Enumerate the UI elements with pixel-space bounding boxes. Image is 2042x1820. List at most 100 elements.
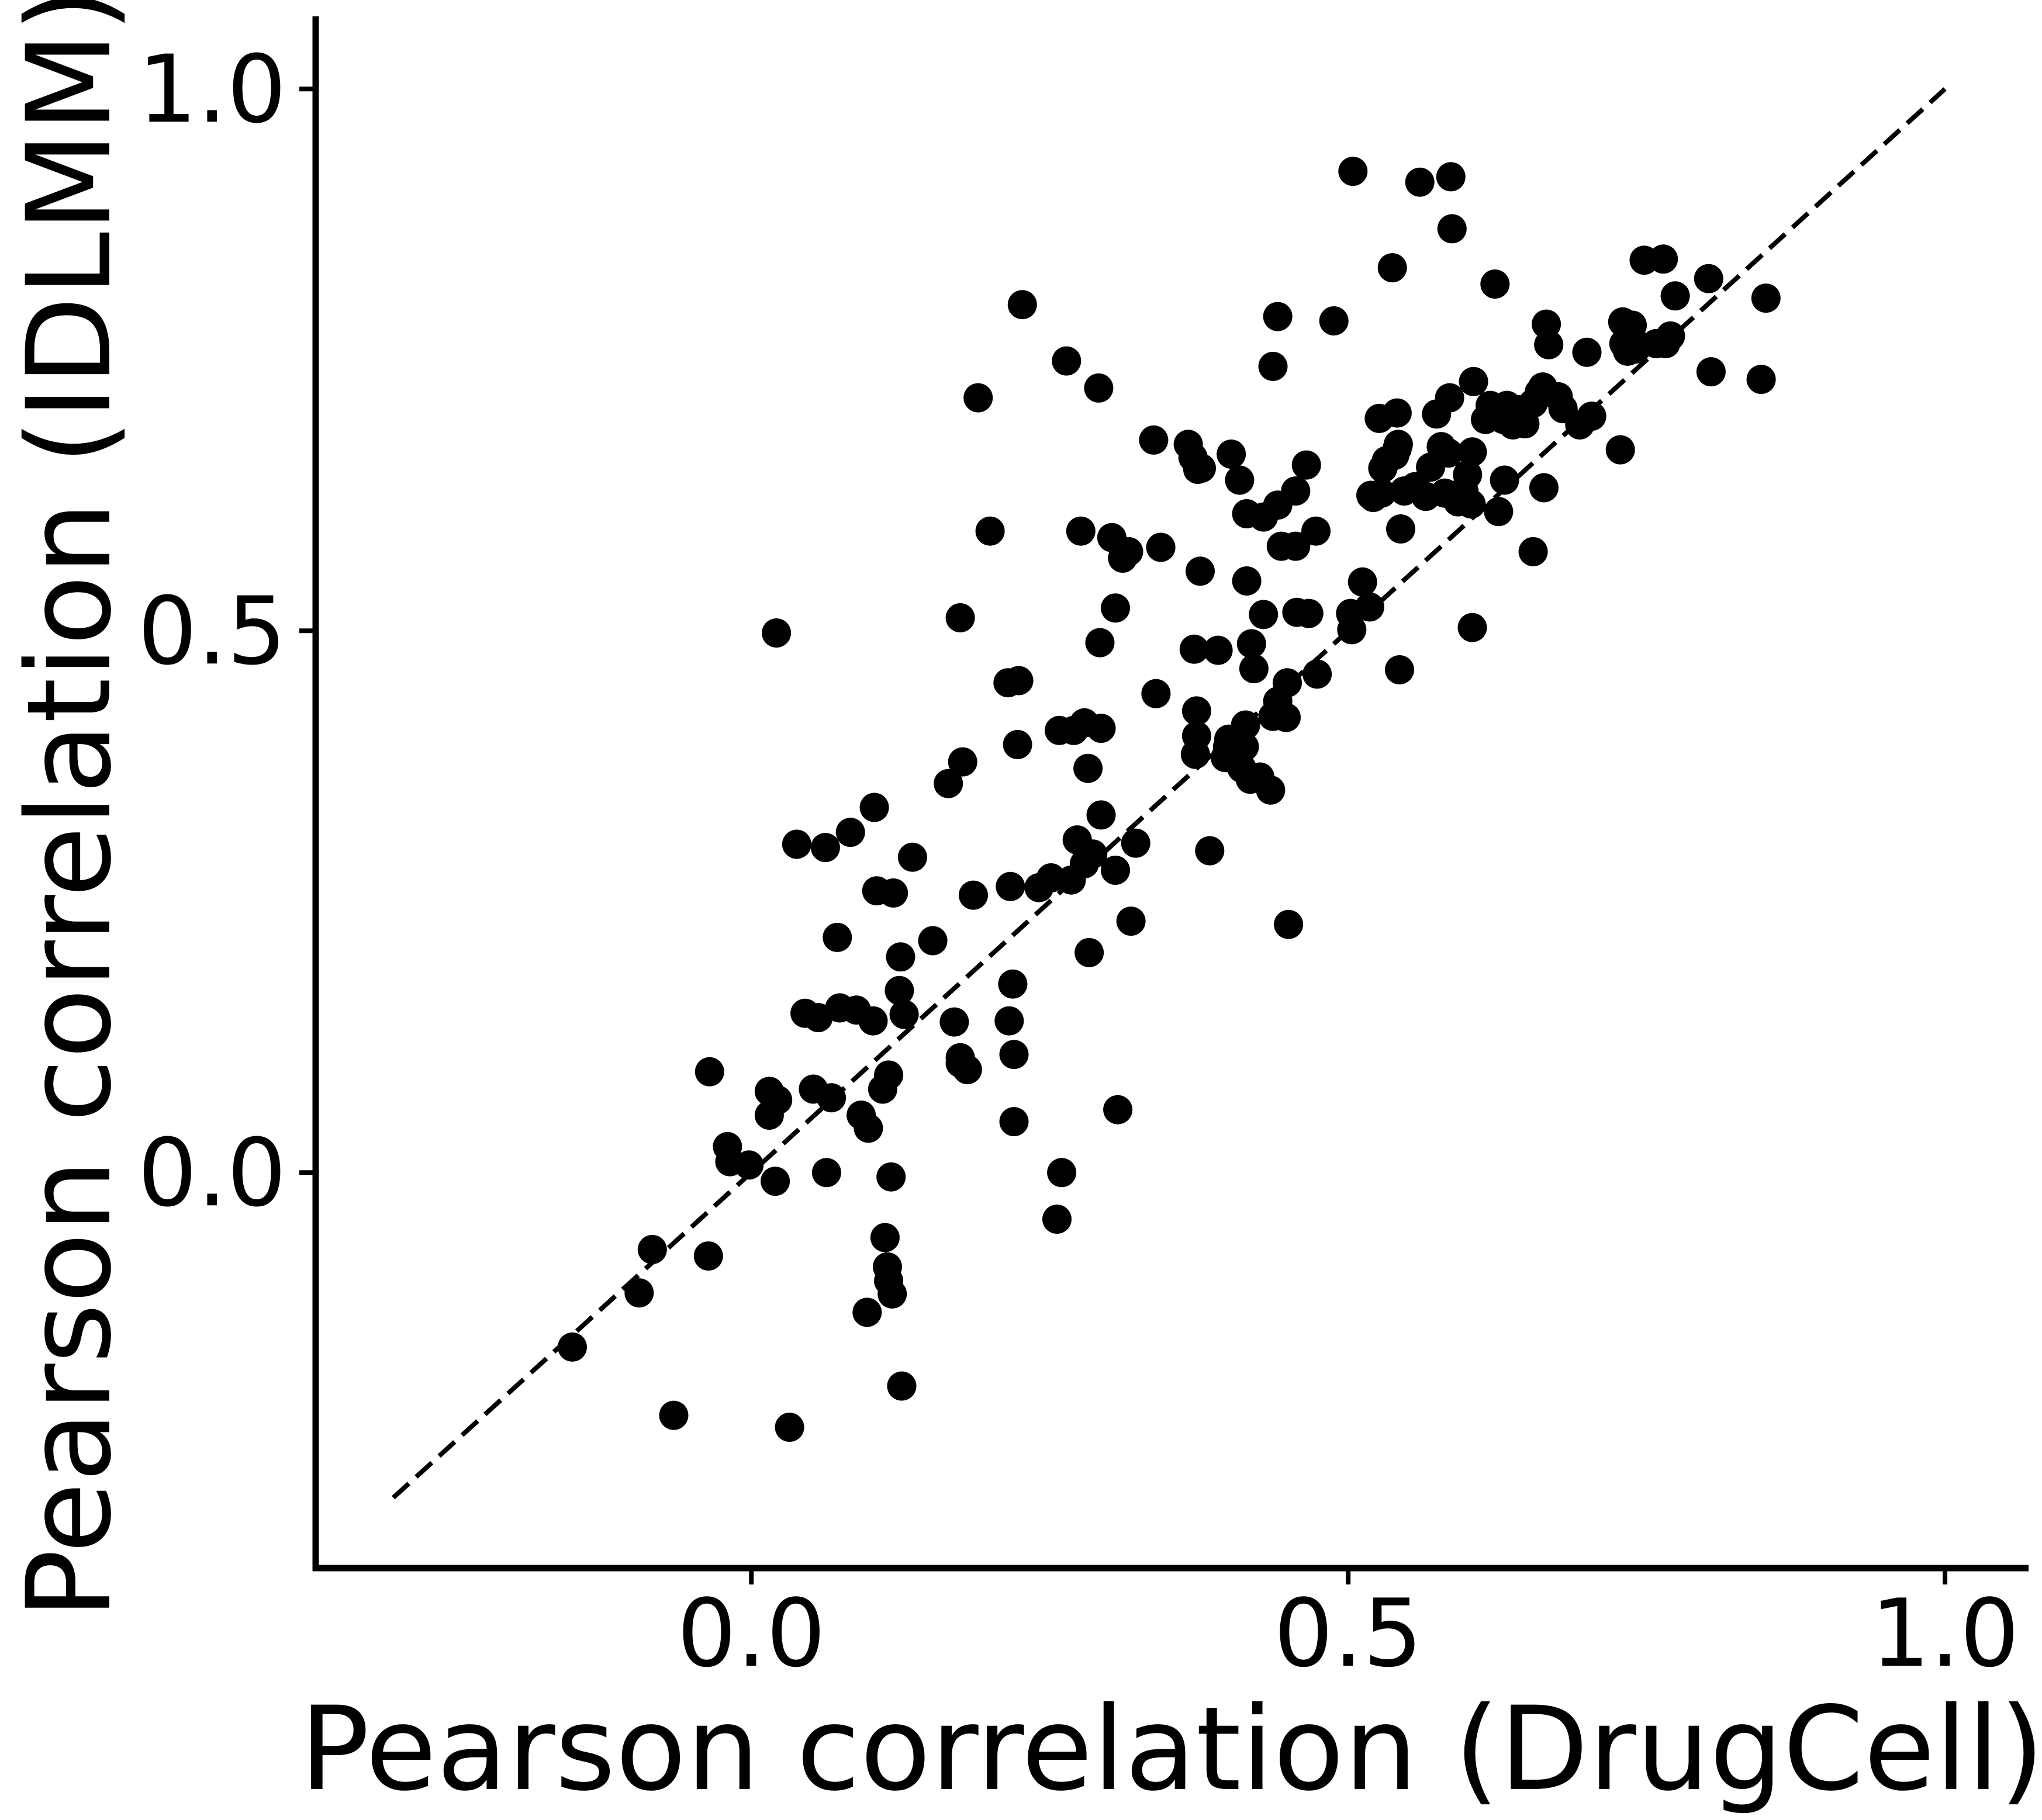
data-point — [1101, 593, 1130, 623]
data-point — [852, 1297, 882, 1327]
y-tick-label: 0.0 — [138, 1118, 286, 1227]
data-point — [945, 603, 975, 632]
data-point — [734, 1150, 764, 1180]
y-tick-label: 0.5 — [138, 576, 286, 686]
data-point — [1291, 450, 1321, 480]
data-point — [1433, 438, 1463, 468]
data-point — [1490, 465, 1519, 495]
x-axis-ticks: 0.0 0.5 1.0 — [677, 1568, 2019, 1688]
data-point — [1319, 306, 1349, 335]
data-point — [1696, 357, 1726, 387]
data-point — [624, 1278, 654, 1308]
data-point — [1382, 398, 1412, 428]
data-point — [886, 942, 915, 972]
data-point — [1114, 537, 1143, 566]
data-point — [659, 1400, 689, 1430]
data-point — [810, 833, 840, 863]
data-point — [817, 1083, 846, 1113]
data-point — [1052, 346, 1082, 376]
data-point — [1377, 253, 1407, 283]
data-point — [1660, 281, 1690, 311]
data-point — [1436, 162, 1466, 192]
y-axis-label: Pearson correlation (IDLMM) — [2, 0, 137, 1619]
data-point — [762, 618, 792, 648]
data-point — [1456, 489, 1486, 519]
x-axis-label: Pearson correlation (DrugCell) — [300, 1681, 2042, 1816]
data-point — [975, 516, 1005, 546]
data-point — [1239, 654, 1269, 684]
data-point — [1066, 516, 1096, 546]
data-point — [1302, 659, 1332, 689]
data-point — [1457, 613, 1487, 642]
data-point — [1007, 290, 1037, 320]
data-point — [1074, 937, 1104, 967]
data-point — [889, 999, 919, 1029]
data-point — [1217, 440, 1246, 469]
data-point — [1084, 373, 1114, 403]
data-point — [1085, 628, 1115, 658]
data-point — [693, 1241, 723, 1271]
data-point — [887, 1371, 917, 1401]
data-point — [1367, 478, 1397, 508]
data-point — [1225, 465, 1255, 495]
data-point — [1101, 856, 1130, 885]
data-point — [1337, 615, 1367, 645]
data-point — [1294, 598, 1324, 628]
data-point — [835, 818, 865, 847]
data-point — [1139, 425, 1169, 455]
data-point — [959, 880, 988, 910]
data-point — [1385, 655, 1414, 684]
data-point — [1086, 800, 1116, 830]
data-point — [884, 975, 914, 1005]
data-point — [1179, 634, 1209, 664]
data-point — [1263, 302, 1293, 331]
data-point — [775, 1413, 804, 1442]
y-axis-ticks: 0.0 0.5 1.0 — [138, 34, 316, 1227]
data-point — [1121, 828, 1150, 858]
data-point — [637, 1234, 667, 1264]
data-point — [1649, 244, 1678, 274]
data-point — [782, 829, 811, 859]
data-point — [1141, 679, 1171, 708]
data-point — [874, 1060, 904, 1090]
data-point — [1751, 283, 1781, 313]
data-point — [854, 1113, 883, 1143]
data-point — [1232, 566, 1262, 596]
data-point — [1572, 337, 1602, 367]
data-point — [1181, 696, 1211, 726]
data-point — [897, 842, 927, 872]
data-point — [996, 871, 1025, 901]
data-point — [1459, 366, 1488, 396]
data-point — [1116, 906, 1146, 936]
data-point — [1047, 1158, 1077, 1188]
data-point — [1003, 729, 1032, 759]
data-point — [1355, 592, 1384, 622]
data-point — [877, 1279, 907, 1309]
data-point — [879, 878, 908, 908]
data-point — [1347, 567, 1377, 597]
data-point — [963, 383, 993, 413]
data-point — [939, 1007, 969, 1037]
data-point — [763, 1085, 793, 1115]
x-tick-label: 0.5 — [1274, 1579, 1422, 1688]
data-point — [1605, 435, 1635, 465]
data-point — [859, 793, 889, 822]
data-point — [558, 1332, 587, 1362]
data-point — [994, 1006, 1024, 1036]
data-point — [1480, 269, 1510, 299]
data-point — [1073, 753, 1103, 783]
data-point — [1274, 909, 1304, 939]
data-point — [1231, 710, 1260, 740]
data-point — [1746, 365, 1776, 395]
scatter-points — [558, 157, 1781, 1442]
data-point — [1694, 264, 1723, 293]
data-point — [1146, 532, 1176, 562]
data-point — [934, 769, 963, 798]
data-point — [918, 926, 948, 956]
data-point — [761, 1167, 790, 1196]
data-point — [695, 1057, 724, 1087]
data-point — [1386, 514, 1415, 544]
data-point — [1453, 460, 1483, 490]
data-point — [1086, 714, 1116, 743]
